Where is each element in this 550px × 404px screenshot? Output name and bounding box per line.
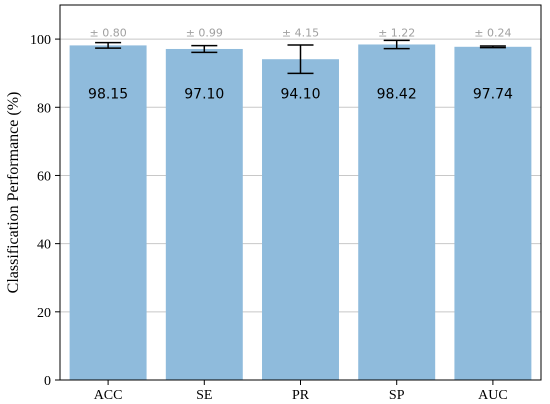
x-axis: ACC SE PR SP AUC (94, 380, 508, 403)
y-tick-label: 100 (30, 33, 51, 48)
error-label: ± 0.99 (186, 26, 223, 39)
x-tick-label: ACC (94, 388, 123, 403)
y-axis-title: Classification Performance (%) (5, 92, 22, 294)
x-tick-label: AUC (478, 388, 508, 403)
y-tick-label: 20 (37, 306, 51, 321)
x-tick-label: PR (292, 388, 310, 403)
y-tick-label: 80 (37, 101, 51, 116)
bar (358, 44, 436, 381)
value-label: 97.74 (473, 87, 513, 103)
value-label: 94.10 (280, 87, 320, 103)
x-tick-label: SE (196, 388, 212, 403)
bars (69, 44, 532, 381)
value-label: 97.10 (184, 87, 224, 103)
bar (69, 45, 147, 380)
bar (262, 59, 339, 381)
error-label: ± 1.22 (378, 26, 415, 39)
x-tick-label: SP (389, 388, 405, 403)
error-label: ± 0.24 (474, 26, 511, 39)
error-label: ± 0.80 (89, 26, 126, 39)
data-labels: 98.15 ± 0.80 97.10 ± 0.99 94.10 ± 4.15 98.42 ± … (88, 26, 513, 102)
y-tick-label: 40 (37, 238, 51, 253)
bar (165, 48, 243, 381)
bar (454, 46, 532, 380)
y-axis: 0 20 40 60 80 100 (30, 33, 60, 389)
value-label: 98.15 (88, 87, 128, 103)
value-label: 98.42 (377, 87, 417, 103)
y-tick-label: 60 (37, 169, 51, 184)
y-tick-label: 0 (44, 374, 51, 389)
error-bars (95, 39, 506, 75)
error-label: ± 4.15 (282, 26, 319, 39)
